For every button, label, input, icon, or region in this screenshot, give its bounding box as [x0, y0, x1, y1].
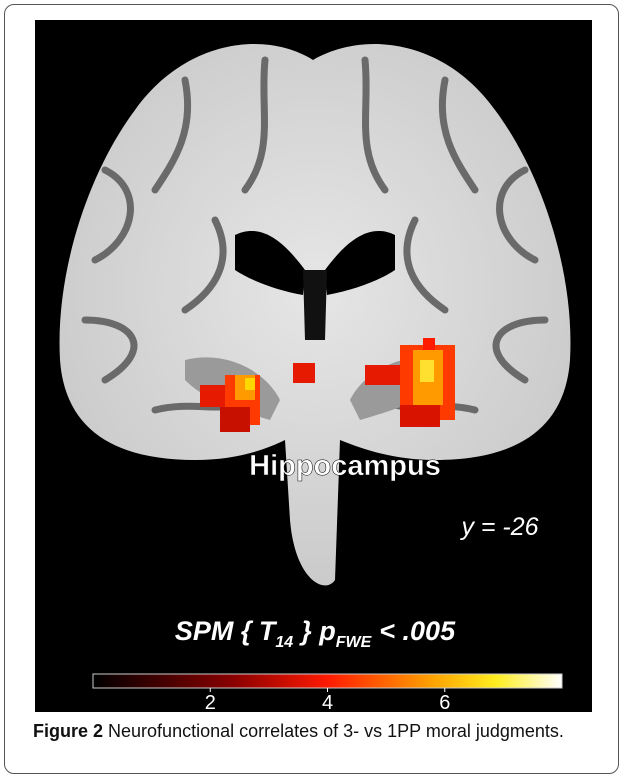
- slice-label: y = -26: [459, 513, 538, 541]
- stat-middle: } p: [298, 616, 336, 646]
- colorbar: [93, 674, 562, 688]
- stat-sub1: 14: [275, 634, 293, 651]
- stat-suffix: < .005: [379, 616, 456, 646]
- region-label: Hippocampus: [249, 450, 441, 482]
- stat-label: SPM { T14 } pFWE < .005: [175, 616, 456, 651]
- caption-text: Neurofunctional correlates of 3- vs 1PP …: [108, 721, 564, 741]
- colorbar-tick-label: 4: [322, 692, 333, 712]
- caption-label: Figure 2: [33, 721, 103, 741]
- colorbar-tick-label: 6: [439, 692, 450, 712]
- stat-prefix: SPM { T: [175, 616, 278, 646]
- figure-image: Hippocampus y = -26 SPM { T14 } pFWE < .00…: [35, 20, 592, 712]
- page: {"figure": { "region_label": "Hippocampu…: [0, 0, 625, 780]
- caption: Figure 2 Neurofunctional correlates of 3…: [33, 719, 603, 743]
- colorbar-tick-label: 2: [205, 692, 216, 712]
- stat-sub2: FWE: [336, 634, 373, 651]
